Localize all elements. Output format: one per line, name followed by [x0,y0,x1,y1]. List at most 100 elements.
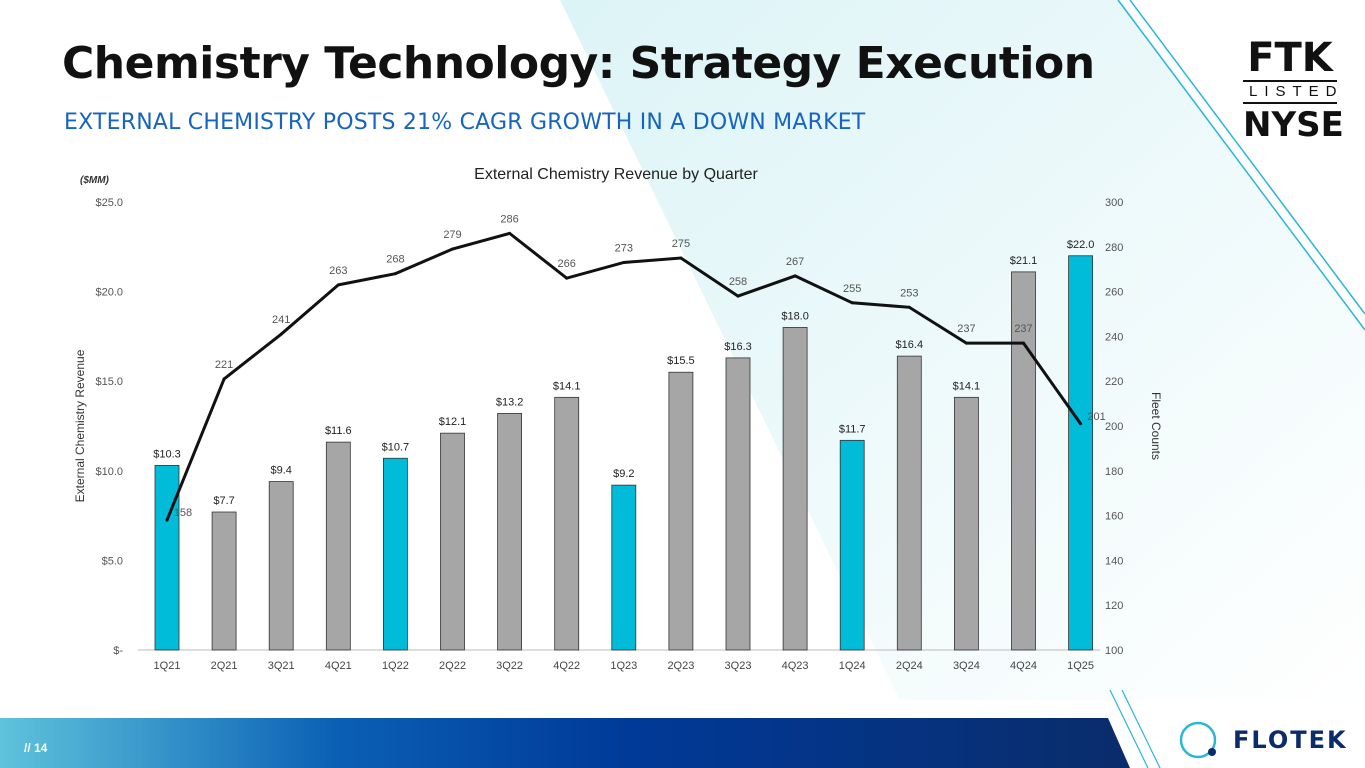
flotek-logo-text: FLOTEK [1233,726,1348,754]
bar-data-label: $9.4 [270,465,291,477]
decor-line [1129,0,1365,315]
revenue-bar [782,327,808,651]
fleet-count-point [1022,341,1025,345]
y2-tick-label: 200 [1105,421,1123,433]
y2-tick-label: 280 [1105,242,1123,254]
revenue-bar [1068,255,1093,651]
line-data-label: 237 [1014,323,1032,335]
y2-tick-label: 260 [1105,287,1123,299]
bar-data-label: $10.7 [382,441,410,453]
line-data-label: 237 [957,323,975,335]
line-data-label: 275 [672,238,690,250]
line-data-label: 221 [215,359,233,371]
x-tick-label: 1Q25 [1067,660,1094,672]
bar-data-label: $11.7 [839,423,866,435]
revenue-bar [325,441,351,651]
page-subtitle: EXTERNAL CHEMISTRY POSTS 21% CAGR GROWTH… [64,110,866,135]
revenue-bar [497,413,523,651]
y2-axis-label: Fleet Counts [1149,392,1163,460]
chart: External Chemistry Revenue by Quarter ($M… [73,166,1163,672]
line-data-label: 273 [615,242,633,254]
page-title: Chemistry Technology: Strategy Execution [62,38,1095,89]
bar-data-label: $15.5 [667,355,695,367]
background-shape [560,0,1365,700]
page-number: // 14 [24,741,48,755]
bar-data-label: $21.1 [1010,255,1038,267]
x-tick-label: 3Q23 [725,660,752,672]
line-data-label: 253 [900,287,918,299]
revenue-bar [211,511,237,651]
x-tick-label: 3Q21 [268,660,295,672]
nyse-listed-logo: FTK LISTED NYSE [1243,35,1344,144]
x-tick-label: 3Q22 [496,660,523,672]
decor-line [1109,689,1149,768]
fleet-count-point [165,518,169,522]
x-tick-label: 2Q21 [211,660,238,672]
revenue-bar [554,396,580,651]
x-tick-label: 1Q24 [839,660,866,672]
line-data-label: 255 [843,283,861,295]
fleet-count-point [279,332,283,336]
x-tick-label: 1Q23 [610,660,637,672]
fleet-count-point [1079,422,1083,426]
fleet-count-point [393,272,397,276]
logo-listed: LISTED [1243,80,1337,104]
x-tick-label: 1Q21 [154,660,181,672]
unit-label: ($MM) [80,175,110,186]
x-tick-label: 4Q24 [1010,660,1037,672]
fleet-count-point [850,301,854,305]
revenue-bar [954,396,979,651]
revenue-bar [839,439,865,651]
revenue-bar [154,465,180,651]
bar-data-label: $12.1 [439,416,467,428]
bar-data-label: $7.7 [213,495,234,507]
flotek-logo-icon [1179,721,1217,759]
line-data-label: 279 [443,229,461,241]
revenue-bar [382,457,408,651]
y2-tick-label: 220 [1105,376,1123,388]
x-tick-label: 1Q22 [382,660,409,672]
y2-tick-label: 300 [1105,197,1123,209]
fleet-count-point [907,305,911,309]
bar-data-label: $10.3 [153,448,181,460]
x-tick-label: 3Q24 [953,660,980,672]
y-tick-label: $5.0 [102,555,123,567]
fleet-count-point [565,276,569,280]
footer-band [0,718,1130,768]
y-tick-label: $20.0 [95,287,123,299]
fleet-count-point [679,256,683,260]
fleet-count-point [336,283,340,287]
y2-tick-label: 160 [1105,511,1123,523]
revenue-bar [725,357,751,651]
x-tick-label: 2Q23 [667,660,694,672]
revenue-bar [1011,271,1036,651]
line-data-label: 158 [174,507,192,519]
x-tick-label: 4Q21 [325,660,352,672]
bar-data-label: $14.1 [553,380,581,392]
bar-data-label: $22.0 [1067,239,1095,251]
y-tick-label: $25.0 [95,197,123,209]
y2-tick-label: 140 [1105,555,1123,567]
y-tick-label: $- [113,645,123,657]
fleet-count-point [222,377,226,381]
fleet-count-point [508,231,512,235]
bar-data-label: $9.2 [613,468,634,480]
y-tick-label: $10.0 [95,466,123,478]
bar-data-label: $16.3 [724,341,752,353]
y-axis-label: External Chemistry Revenue [73,349,87,502]
y2-tick-label: 180 [1105,466,1123,478]
line-data-label: 286 [500,213,518,225]
y-tick-label: $15.0 [95,376,123,388]
bar-data-label: $14.1 [953,380,981,392]
revenue-bar [668,371,694,651]
bar-data-label: $16.4 [896,339,924,351]
revenue-bar [268,481,294,651]
line-data-label: 201 [1087,411,1105,423]
revenue-bar [440,432,465,651]
bar-data-label: $13.2 [496,396,524,408]
logo-ftk: FTK [1247,35,1333,81]
decor-line [1117,0,1365,331]
y2-tick-label: 240 [1105,331,1123,343]
revenue-bar [611,484,637,651]
